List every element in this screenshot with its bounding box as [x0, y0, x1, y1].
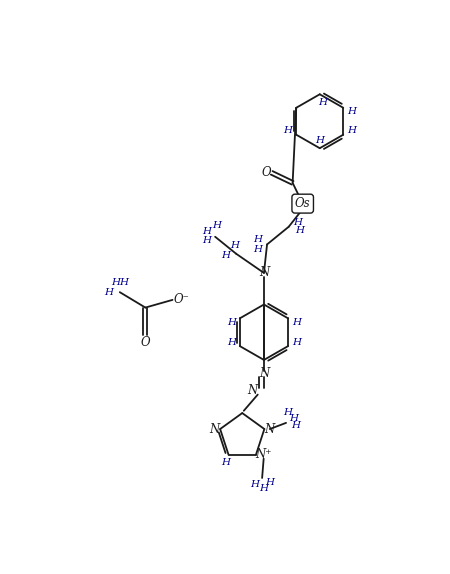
Text: H: H	[227, 318, 236, 327]
Text: H: H	[119, 278, 128, 286]
Text: O: O	[261, 166, 271, 179]
Text: N: N	[265, 422, 275, 436]
Text: H: H	[253, 245, 262, 254]
Text: H: H	[250, 480, 259, 488]
Text: H: H	[283, 408, 292, 417]
Text: H: H	[230, 241, 239, 250]
Text: H: H	[318, 98, 327, 107]
Text: N: N	[210, 422, 220, 436]
Text: O⁻: O⁻	[174, 293, 190, 307]
Text: H: H	[202, 227, 211, 236]
Text: N: N	[259, 367, 269, 381]
Text: H: H	[289, 414, 298, 423]
Text: Os: Os	[295, 197, 310, 210]
Text: N⁺: N⁺	[256, 448, 272, 461]
Text: H: H	[259, 484, 268, 493]
Text: H: H	[295, 226, 304, 235]
Text: H: H	[212, 222, 221, 230]
Text: H: H	[347, 107, 356, 116]
Text: H: H	[347, 126, 356, 135]
Text: N: N	[259, 266, 269, 280]
Text: O: O	[140, 336, 150, 350]
Text: H: H	[293, 218, 302, 227]
Text: N: N	[248, 384, 258, 397]
Text: H: H	[283, 126, 292, 135]
Text: H: H	[227, 338, 236, 347]
Text: H: H	[253, 235, 262, 245]
Text: H: H	[292, 338, 301, 347]
Text: H: H	[104, 288, 113, 297]
Text: H: H	[291, 421, 300, 430]
Text: H: H	[266, 478, 274, 487]
Text: H: H	[220, 251, 230, 259]
Text: H: H	[112, 278, 121, 288]
Text: H: H	[221, 458, 230, 467]
Text: H: H	[202, 236, 211, 245]
Text: H: H	[292, 318, 301, 327]
Text: H: H	[315, 136, 324, 145]
